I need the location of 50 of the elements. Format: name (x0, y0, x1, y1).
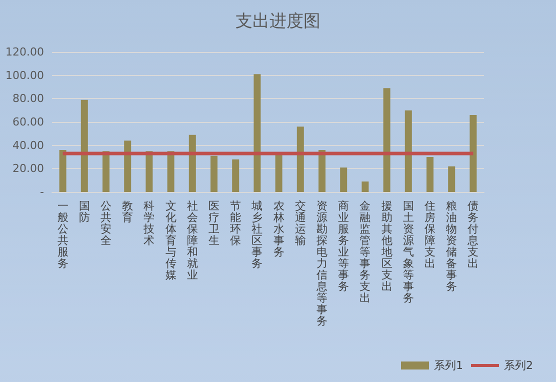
x-tick-label: 农林水事务 (272, 199, 284, 258)
bar (318, 150, 326, 192)
category-label: 资源勘探电力信息等事务 (316, 199, 328, 328)
bar (80, 100, 88, 192)
x-tick-label: 商业服务业等事务 (338, 199, 350, 293)
x-tick-label: 一般公共服务 (57, 199, 68, 270)
y-tick-label: 60.00 (12, 116, 44, 128)
x-tick-label: 城乡社区事务 (250, 199, 263, 270)
x-tick-label: 医疗卫生 (208, 199, 220, 247)
x-tick-label: 公共安全 (100, 199, 112, 247)
bar (404, 110, 412, 192)
y-tick-label: 20.00 (12, 162, 44, 176)
bar (340, 168, 348, 192)
bar (102, 151, 110, 192)
bar (470, 115, 477, 192)
x-tick-label: 社会保障和就业 (186, 199, 198, 282)
x-tick-label: 债务付息支出 (466, 199, 479, 270)
x-tick-label: 住房保障支出 (424, 199, 436, 270)
bar (146, 151, 153, 192)
bar (362, 182, 369, 192)
y-tick-label: 100.00 (6, 68, 44, 82)
x-tick-label: 国防 (78, 199, 90, 224)
bar (254, 74, 261, 192)
bar (448, 166, 456, 192)
bar (167, 151, 174, 192)
bar (383, 88, 390, 192)
x-tick-label: 援助其他地区支出 (380, 199, 392, 293)
chart-title: 支出进度图 (236, 12, 320, 32)
x-tick-label: 交通运输 (294, 199, 306, 247)
bar (275, 154, 282, 192)
x-tick-label: 文化体育与传媒 (165, 199, 176, 282)
bar (296, 126, 304, 192)
legend-label: 系列2 (504, 359, 533, 372)
bar (188, 134, 196, 192)
x-tick-label: 教育 (122, 199, 134, 224)
y-tick-label: 80.00 (12, 92, 44, 106)
x-tick-label: 粮油物资储备事务 (446, 199, 458, 293)
x-tick-label: 节能环保 (230, 199, 242, 247)
y-tick-label: - (40, 186, 44, 198)
category-label: 国土资源气象等事务 (402, 199, 414, 304)
y-tick-label: 40.00 (12, 138, 44, 152)
bar (426, 157, 434, 192)
bar (210, 156, 218, 192)
legend-label: 系列1 (434, 359, 464, 372)
x-tick-label: 科学技术 (142, 199, 155, 247)
y-tick-label: 120.00 (6, 46, 44, 58)
bar (59, 150, 66, 192)
category-label: 金融监管等事务支出 (360, 199, 371, 304)
bar (232, 159, 240, 192)
bar (124, 140, 132, 192)
